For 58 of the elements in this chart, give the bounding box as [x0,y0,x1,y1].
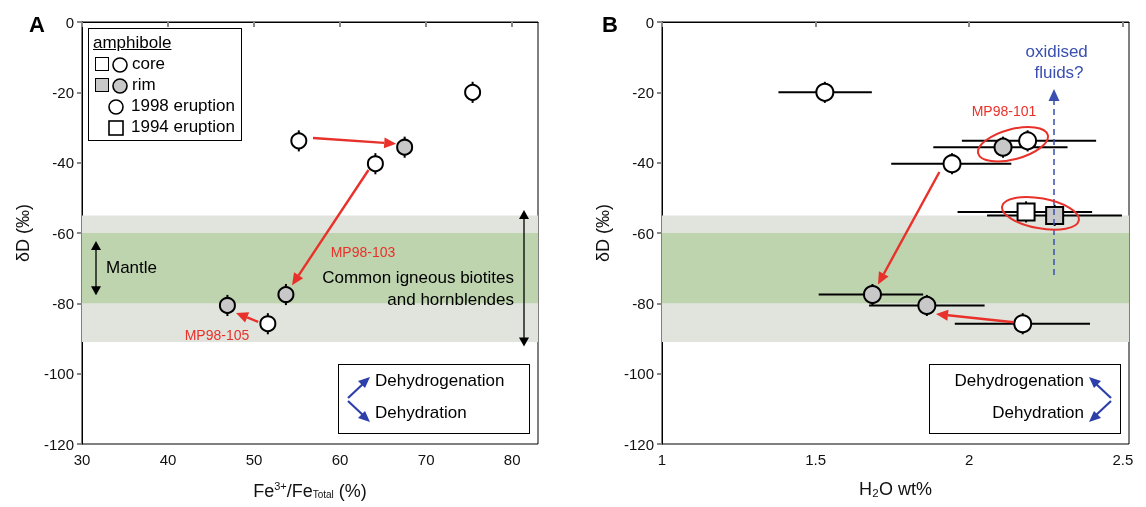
y-axis-title: δD (‰) [13,203,33,263]
point [1018,131,1038,151]
x-tick-label: 80 [503,451,521,468]
y-tick-label: -20 [632,83,654,101]
annotation: Dehydrogenation [954,371,1084,391]
band-label: Common igneous biotites and hornblendes [321,266,514,311]
y-tick-label: -40 [52,154,74,172]
annotation: MP98-103 [330,244,396,260]
chart-title: B [602,11,618,37]
point [218,296,236,314]
y-axis-title: δD (‰) [593,203,613,263]
legend-title: amphibole [93,32,173,53]
point [815,82,835,102]
annotation: Dehydrogenation [375,371,505,391]
y-tick-label: -120 [623,435,654,453]
x-tick-label: 1 [657,451,667,468]
point [464,83,482,101]
y-tick-label: -60 [632,224,654,242]
legend-label: 1998 eruption [131,96,235,115]
annotation: MP98-101 [971,103,1037,119]
point [942,154,962,174]
x-tick-label: 2.5 [1112,451,1134,468]
y-tick-label: 0 [645,13,654,31]
y-tick-label: -40 [632,154,654,172]
y-tick-label: -80 [52,294,74,312]
key-box: Dehydrogenation Dehydration [338,364,530,434]
point [366,155,384,173]
annotation: Dehydration [375,403,467,423]
x-tick-label: 60 [331,451,349,468]
key-box: Dehydrogenation Dehydration [929,364,1121,434]
annotation: MP98-105 [184,327,250,343]
chart-title: A [29,11,45,37]
annotation: oxidised fluids? [1025,42,1093,82]
point [277,286,295,304]
y-tick-label: -60 [52,224,74,242]
x-tick-label: 1.5 [805,451,827,468]
x-tick-label: 70 [417,451,435,468]
x-tick-label: 50 [245,451,263,468]
y-tick-label: -100 [623,365,654,383]
point [1013,314,1033,334]
point [290,132,308,150]
point [1045,205,1065,225]
y-tick-label: -20 [52,83,74,101]
x-axis-title: H₂O wt% [859,479,932,499]
legend-label: rim [132,75,156,94]
x-tick-label: 30 [73,451,91,468]
legend-label: core [132,54,166,73]
x-tick-label: 40 [159,451,177,468]
y-tick-label: -120 [43,435,74,453]
point [396,138,414,156]
x-tick-label: 2 [965,451,974,468]
legend-label: 1994 eruption [131,117,235,136]
y-tick-label: -100 [43,365,74,383]
y-tick-label: 0 [65,13,74,31]
annotation: Dehydration [992,403,1084,423]
y-tick-label: -80 [632,294,654,312]
band-label: Mantle [106,257,158,280]
point [259,315,277,333]
